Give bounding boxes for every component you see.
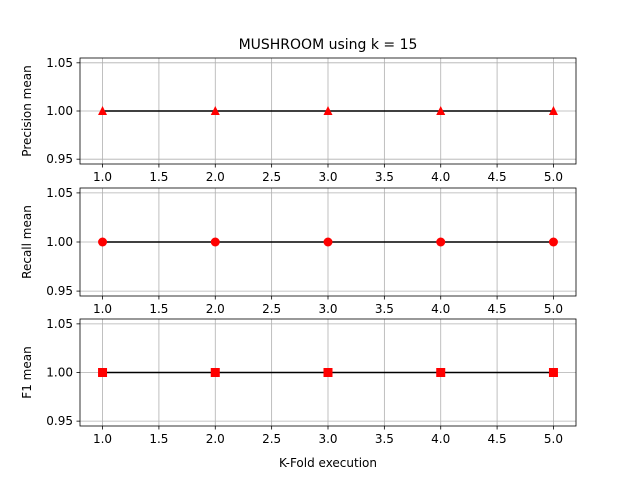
y-tick-label: 1.00 <box>46 366 73 380</box>
x-axis-label: K-Fold execution <box>279 456 377 470</box>
x-tick-label: 3.0 <box>318 170 337 184</box>
data-point <box>98 106 108 115</box>
x-tick-label: 4.0 <box>431 432 450 446</box>
data-point <box>548 237 558 247</box>
x-tick-label: 3.0 <box>318 302 337 316</box>
y-tick-label: 1.05 <box>46 186 73 200</box>
data-point <box>548 106 558 115</box>
subplot-3: 1.0 1.5 2.0 2.5 3.0 3.5 4.0 4.5 5.0 0.95 1.00 1.05 F… <box>20 317 577 446</box>
x-tick-label: 2.5 <box>262 432 281 446</box>
axes-frame <box>79 57 577 165</box>
x-tick-label: 4.5 <box>488 302 507 316</box>
x-tick-label: 1.5 <box>149 302 168 316</box>
x-tick-label: 5.0 <box>544 432 563 446</box>
x-tick-label: 4.5 <box>488 432 507 446</box>
y-axis-label: F1 mean <box>20 346 34 398</box>
data-point <box>323 106 333 115</box>
y-tick-label: 1.00 <box>46 235 73 249</box>
x-tick-label: 5.0 <box>544 170 563 184</box>
data-point <box>436 106 446 115</box>
y-axis-label: Precision mean <box>20 65 34 156</box>
data-point <box>436 237 446 247</box>
data-point <box>210 106 220 115</box>
data-point <box>436 368 446 377</box>
x-tick-label: 4.0 <box>431 302 450 316</box>
data-point <box>210 368 220 377</box>
x-tick-label: 1.0 <box>93 302 112 316</box>
data-point <box>323 368 333 377</box>
data-point <box>323 237 333 247</box>
y-tick-label: 1.05 <box>46 317 73 331</box>
x-tick-label: 1.0 <box>93 432 112 446</box>
x-tick-label: 2.0 <box>206 432 225 446</box>
x-tick-label: 3.5 <box>375 302 394 316</box>
subplot-2: 1.0 1.5 2.0 2.5 3.0 3.5 4.0 4.5 5.0 0.95 1.00 1.05 R… <box>20 186 577 316</box>
y-tick-label: 0.95 <box>46 284 73 298</box>
y-tick-label: 1.05 <box>46 56 73 70</box>
x-tick-label: 4.5 <box>488 170 507 184</box>
data-point <box>210 237 220 247</box>
data-point <box>98 237 108 247</box>
data-point <box>98 368 108 377</box>
y-tick-label: 0.95 <box>46 414 73 428</box>
x-tick-label: 2.0 <box>206 170 225 184</box>
x-tick-label: 1.5 <box>149 432 168 446</box>
subplot-1: 1.0 1.5 2.0 2.5 3.0 3.5 4.0 4.5 5.0 0.95 1.00 1.05 P… <box>20 56 577 184</box>
x-tick-label: 3.5 <box>375 170 394 184</box>
x-tick-label: 2.5 <box>262 302 281 316</box>
y-axis-label: Recall mean <box>20 205 34 279</box>
axes-frame <box>79 318 577 427</box>
chart-title: MUSHROOM using k = 15 <box>239 37 418 53</box>
axes-frame <box>79 187 577 297</box>
x-tick-label: 5.0 <box>544 302 563 316</box>
x-tick-label: 2.0 <box>206 302 225 316</box>
x-tick-label: 1.0 <box>93 170 112 184</box>
y-tick-label: 1.00 <box>46 104 73 118</box>
x-tick-label: 3.5 <box>375 432 394 446</box>
subplot-group: 1.0 1.5 2.0 2.5 3.0 3.5 4.0 4.5 5.0 0.95 1.00 1.05 P… <box>20 56 577 446</box>
data-point <box>548 368 558 377</box>
x-tick-label: 4.0 <box>431 170 450 184</box>
x-tick-label: 1.5 <box>149 170 168 184</box>
x-tick-label: 2.5 <box>262 170 281 184</box>
y-tick-label: 0.95 <box>46 152 73 166</box>
x-tick-label: 3.0 <box>318 432 337 446</box>
